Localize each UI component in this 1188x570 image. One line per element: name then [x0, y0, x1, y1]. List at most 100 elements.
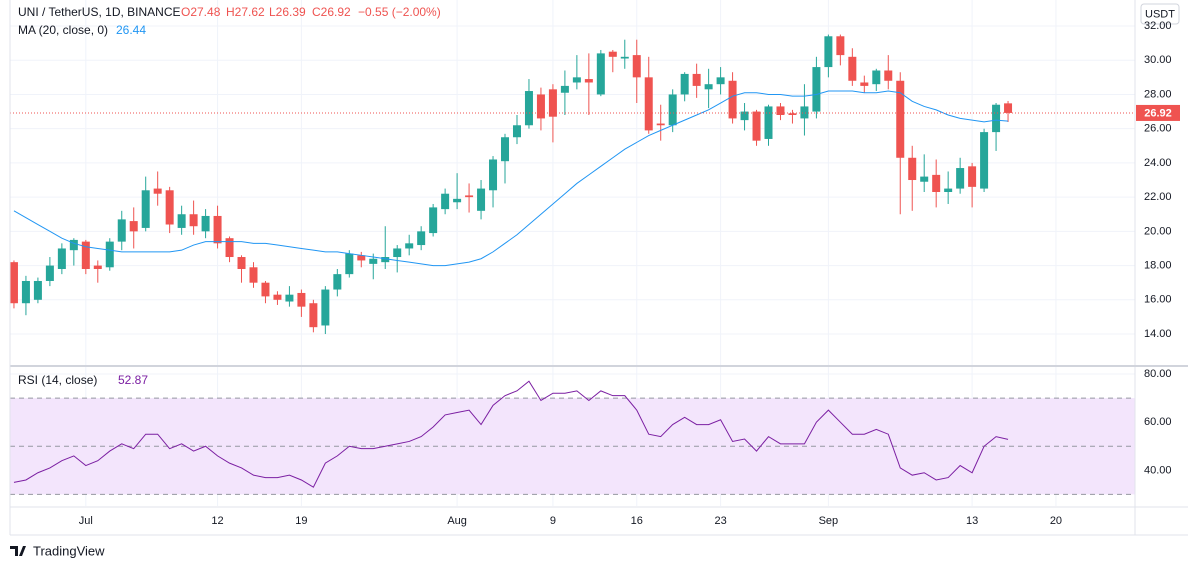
- candle-body: [141, 190, 150, 228]
- x-tick-label: Sep: [819, 515, 839, 527]
- ohlc-change: −0.55 (−2.00%): [358, 5, 441, 19]
- logo-icon: [10, 546, 26, 556]
- candle-body: [560, 85, 569, 93]
- candle-body: [836, 36, 845, 56]
- symbol: UNI / TetherUS, 1D, BINANCE: [18, 5, 181, 19]
- candle-body: [728, 80, 737, 119]
- candle-body: [477, 188, 486, 211]
- candle-body: [572, 77, 581, 83]
- candle-body: [201, 215, 210, 232]
- rsi-value: 52.87: [118, 373, 148, 387]
- candle-body: [129, 221, 138, 232]
- y-tick-label: 40.00: [1144, 464, 1172, 476]
- candle-body: [1004, 103, 1013, 113]
- candle-body: [81, 241, 90, 270]
- y-tick-label: 28.00: [1144, 88, 1172, 100]
- candle-body: [465, 195, 474, 198]
- candle-body: [884, 70, 893, 81]
- candle-body: [716, 77, 725, 85]
- candle-body: [548, 89, 557, 117]
- candle-body: [584, 79, 593, 83]
- candle-body: [860, 82, 869, 86]
- candle-body: [620, 56, 629, 59]
- candle-body: [297, 292, 306, 307]
- candle-body: [920, 176, 929, 182]
- currency[interactable]: USDT: [1145, 8, 1175, 20]
- y-tick-label: 80.00: [1144, 368, 1172, 380]
- candle-body: [309, 303, 318, 328]
- candle-body: [453, 198, 462, 203]
- last-price-tag: [1136, 104, 1180, 121]
- candle-body: [189, 214, 198, 227]
- candle-body: [788, 113, 797, 115]
- candle-body: [285, 294, 294, 302]
- candle-body: [752, 111, 761, 141]
- candle-body: [968, 166, 977, 187]
- ma-value: 26.44: [116, 23, 146, 37]
- ma-line: [13, 90, 1009, 267]
- candle-body: [932, 174, 941, 192]
- candle-body: [405, 243, 414, 249]
- brand: TradingView: [33, 543, 105, 558]
- rsi-legend: RSI (14, close): [18, 373, 97, 387]
- x-tick-label: 23: [714, 515, 726, 527]
- candle-body: [45, 265, 54, 281]
- candle-body: [704, 84, 713, 90]
- candle-body: [69, 239, 78, 251]
- candle-body: [848, 56, 857, 81]
- candle-body: [345, 253, 354, 275]
- legend: UNI / TetherUS, 1D, BINANCE O27.48 H27.6…: [18, 5, 441, 387]
- x-tick-label: 9: [550, 515, 556, 527]
- ohlc-open: O27.48: [181, 5, 221, 19]
- candle-body: [357, 255, 366, 261]
- candle-body: [21, 280, 30, 304]
- x-tick-label: 12: [211, 515, 223, 527]
- candle-body: [776, 106, 785, 115]
- x-tick-label: 20: [1050, 515, 1062, 527]
- ohlc-close: C26.92: [312, 5, 351, 19]
- candle-body: [668, 94, 677, 126]
- y-tick-label: 18.00: [1144, 259, 1172, 271]
- y-tick-label: 14.00: [1144, 328, 1172, 340]
- candle-body: [656, 123, 665, 126]
- candle-body: [33, 280, 42, 300]
- candle-body: [237, 257, 246, 270]
- candle-body: [980, 132, 989, 189]
- x-tick-label: 19: [295, 515, 307, 527]
- candle-body: [381, 257, 390, 263]
- y-tick-label: 32.00: [1144, 20, 1172, 32]
- candle-body: [369, 258, 378, 264]
- ma-legend: MA (20, close, 0): [18, 23, 108, 37]
- candle-body: [57, 248, 66, 270]
- candle-body: [824, 36, 833, 68]
- candle-body: [153, 188, 162, 194]
- candle-body: [213, 215, 222, 244]
- candle-body: [393, 248, 402, 258]
- y-tick-label: 60.00: [1144, 416, 1172, 428]
- candle-body: [908, 157, 917, 181]
- candle-body: [944, 188, 953, 192]
- candle-body: [501, 137, 510, 162]
- x-tick-label: Aug: [447, 515, 467, 527]
- candle-body: [321, 289, 330, 326]
- logo: TradingView: [10, 543, 105, 558]
- candle-body: [740, 111, 749, 121]
- candle-body: [524, 91, 533, 126]
- candle-body: [644, 77, 653, 131]
- candle-body: [800, 106, 809, 119]
- currency-button[interactable]: [1140, 3, 1180, 25]
- y-tick-label: 16.00: [1144, 294, 1172, 306]
- candle-body: [225, 238, 234, 258]
- last-price-label: 26.92: [1144, 107, 1172, 119]
- candle-body: [764, 106, 773, 139]
- candle-body: [93, 265, 102, 270]
- candle-body: [896, 80, 905, 158]
- x-tick-label: 16: [631, 515, 643, 527]
- candle-body: [512, 125, 521, 138]
- candle-body: [177, 214, 186, 228]
- candle-body: [441, 193, 450, 210]
- y-tick-label: 26.00: [1144, 123, 1172, 135]
- candle-body: [680, 73, 689, 95]
- candle-body: [429, 207, 438, 234]
- x-tick-label: 13: [966, 515, 978, 527]
